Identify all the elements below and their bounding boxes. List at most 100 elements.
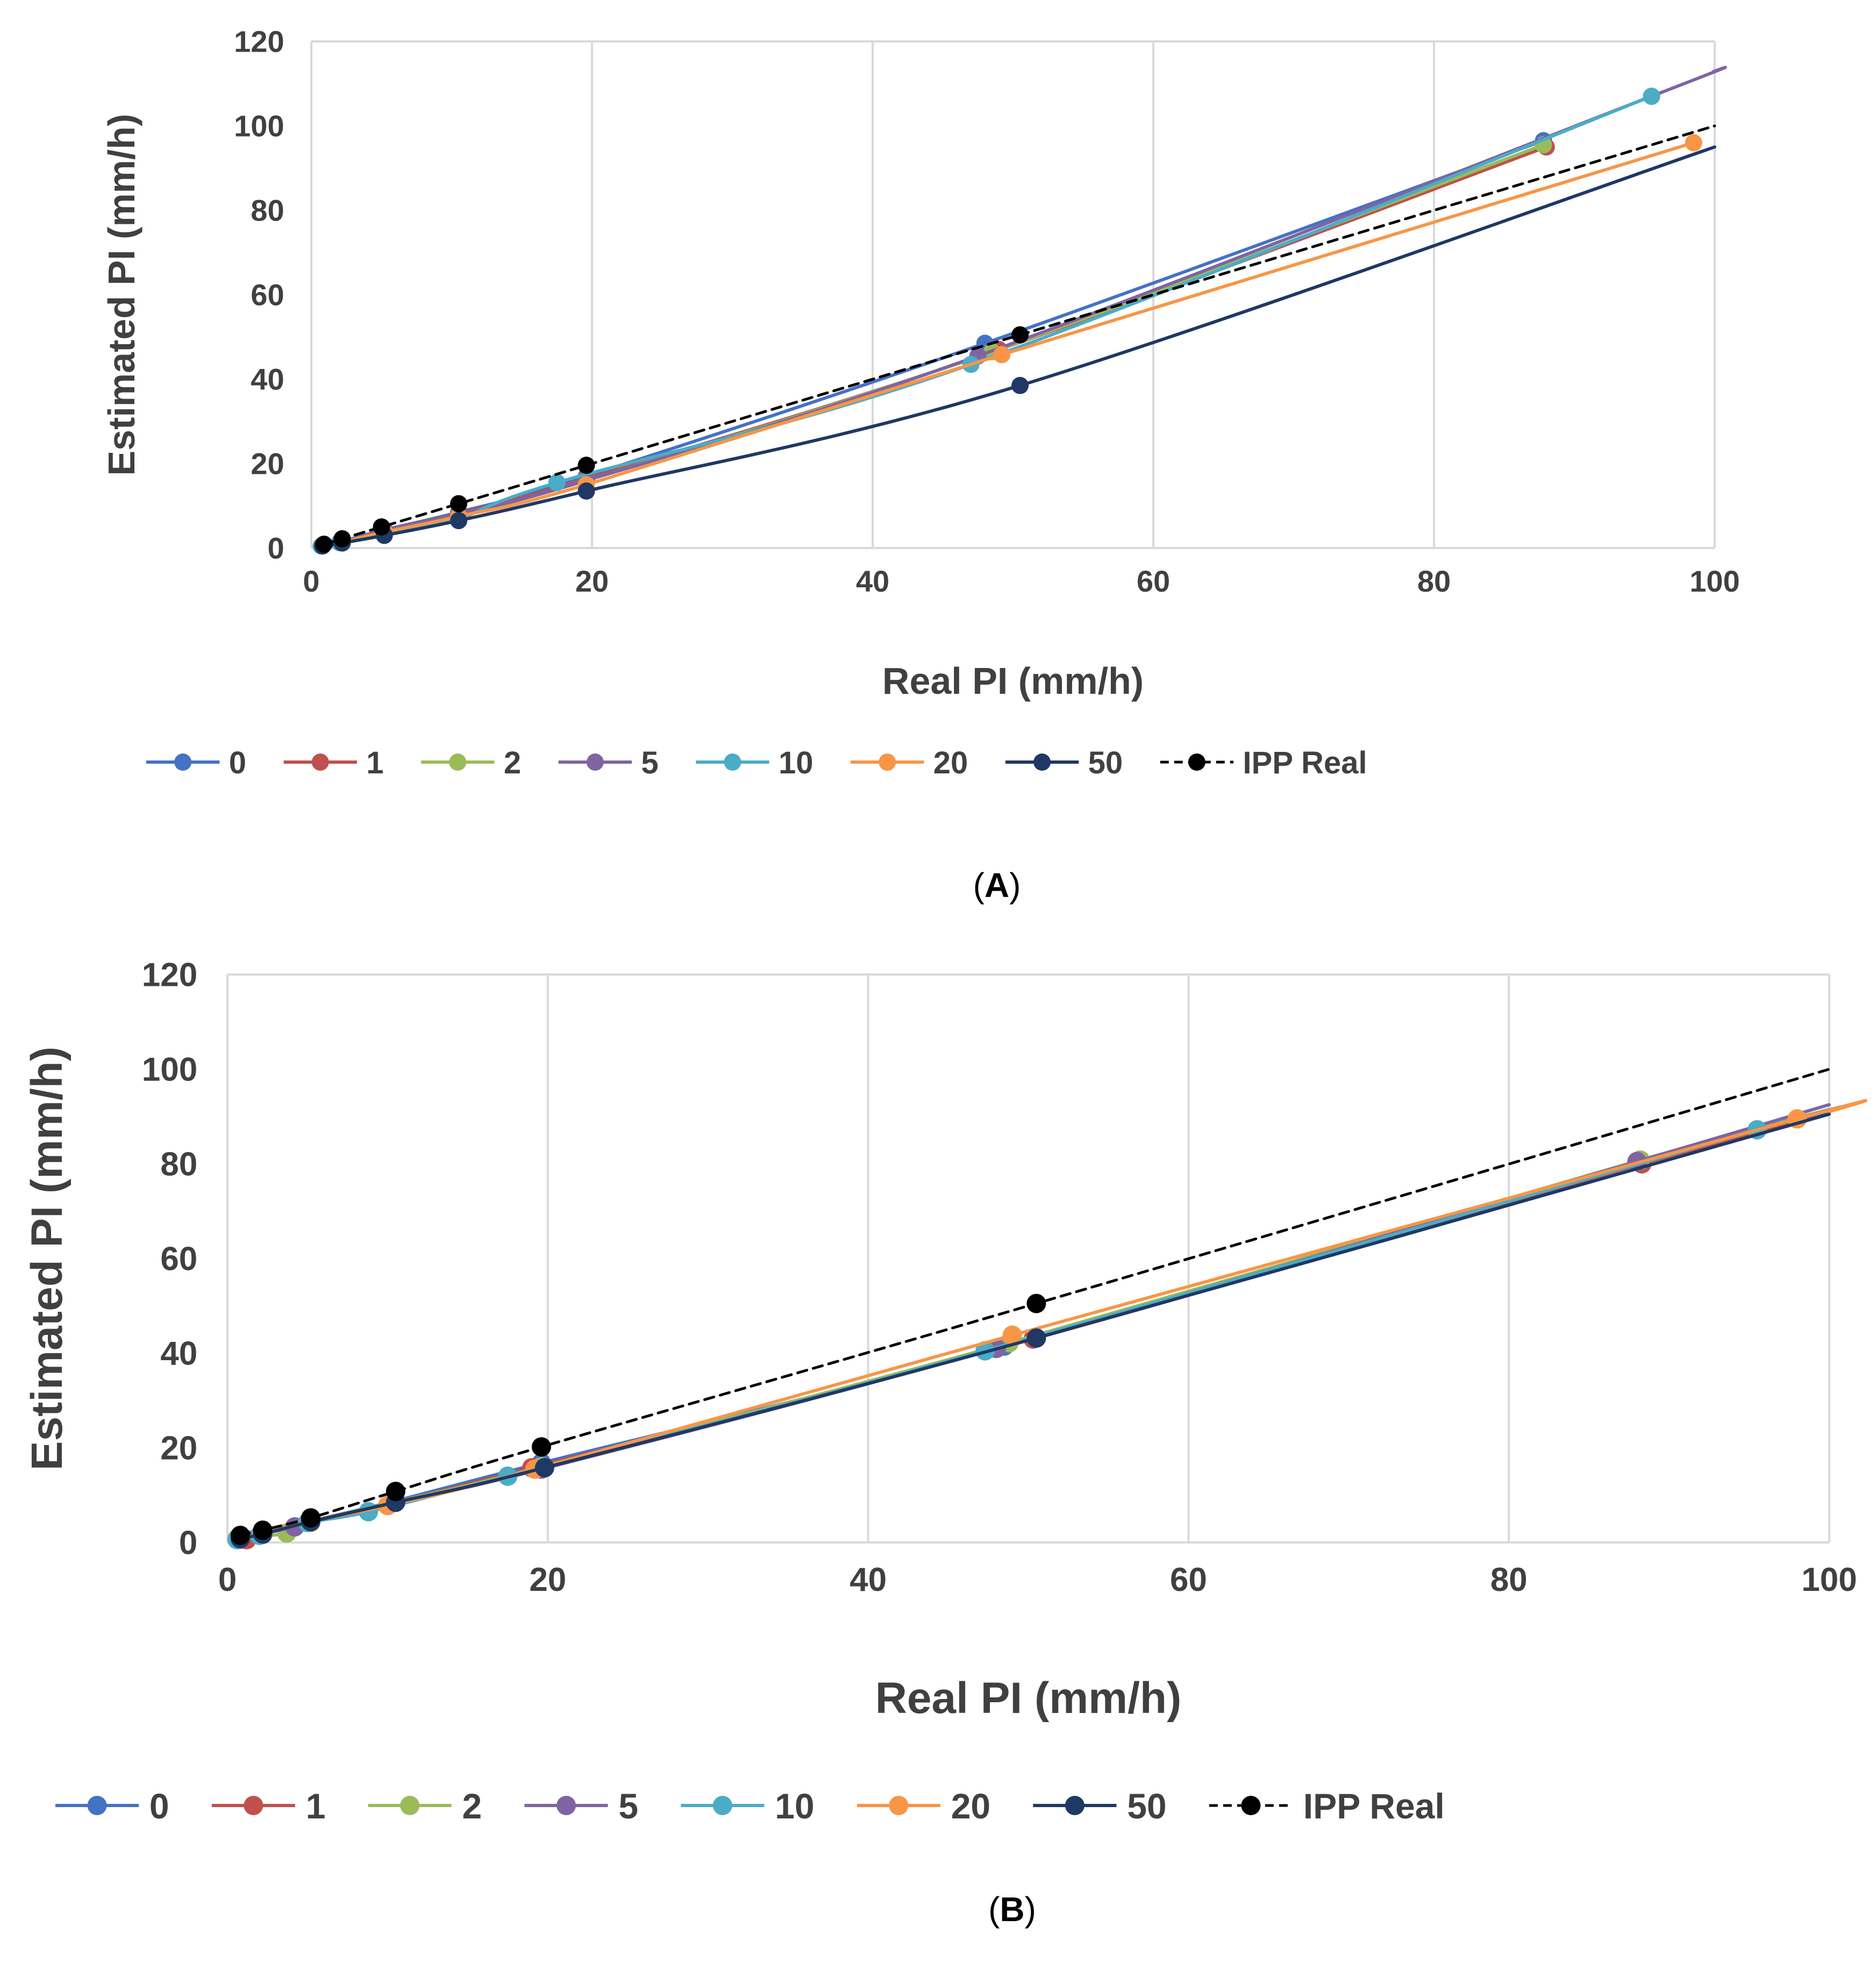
- data-point: [333, 530, 351, 548]
- legend-swatch-marker: [311, 753, 329, 771]
- y-tick-label: 40: [251, 362, 284, 396]
- x-axis-title: Real PI (mm/h): [875, 1674, 1182, 1723]
- legend-item: 50: [1033, 1786, 1167, 1826]
- legend-label: 1: [366, 745, 383, 780]
- data-point: [548, 474, 566, 492]
- x-tick-label: 60: [1137, 564, 1170, 598]
- legend-item: 10: [681, 1786, 815, 1826]
- legend-label: 10: [779, 745, 814, 780]
- legend-swatch-marker: [1033, 753, 1051, 771]
- legend-swatch-marker: [724, 753, 741, 771]
- y-tick-label: 120: [234, 25, 284, 59]
- data-point: [450, 511, 468, 529]
- y-tick-label: 0: [179, 1525, 197, 1562]
- x-tick-label: 0: [218, 1561, 237, 1598]
- grid: [226, 973, 1830, 1544]
- y-tick-label: 60: [251, 278, 284, 312]
- legend-label: 2: [504, 745, 521, 780]
- grid: [310, 40, 1716, 549]
- y-tick-label: 40: [160, 1335, 197, 1373]
- legend-item: 2: [421, 745, 521, 780]
- x-tick-label: 100: [1801, 1561, 1857, 1598]
- data-point: [1643, 88, 1660, 105]
- data-point: [1685, 134, 1702, 152]
- legend-swatch-marker: [879, 753, 896, 771]
- legend-swatch-marker: [400, 1796, 420, 1815]
- legend-swatch-marker: [1065, 1796, 1085, 1815]
- data-point: [1026, 1328, 1046, 1348]
- legend-swatch-marker: [244, 1796, 263, 1815]
- legend-swatch-marker: [1241, 1796, 1261, 1815]
- legend-item: 0: [146, 745, 246, 780]
- tick-labels: 0 20 40 60 80 100 0 20 40 60 80 100 120: [234, 25, 1740, 599]
- legend-label: 2: [462, 1786, 482, 1826]
- x-tick-label: 20: [575, 564, 609, 598]
- legend-item: 1: [211, 1786, 325, 1826]
- series-ipp-real: [315, 124, 1716, 553]
- data-point: [1011, 376, 1029, 394]
- legend-label: 20: [951, 1786, 990, 1826]
- legend: 0 1 2 5 10 20 50 IPP Real: [146, 745, 1367, 780]
- legend-item: 10: [696, 745, 813, 780]
- legend-label: 20: [933, 745, 968, 780]
- y-tick-label: 80: [251, 194, 284, 228]
- data-point: [253, 1520, 273, 1540]
- x-tick-label: 60: [1170, 1561, 1207, 1598]
- legend-item: 1: [283, 745, 384, 780]
- legend-label: IPP Real: [1243, 745, 1367, 780]
- y-tick-label: 60: [160, 1241, 197, 1278]
- legend-item: 20: [857, 1786, 990, 1826]
- series-line: [323, 124, 1716, 546]
- y-tick-label: 80: [160, 1146, 197, 1183]
- panel-label: (A): [973, 866, 1021, 905]
- legend-label: 5: [641, 745, 658, 780]
- legend-swatch-marker: [586, 753, 604, 771]
- data-point: [1026, 1293, 1046, 1313]
- series-line: [320, 143, 1545, 548]
- legend-label: 10: [775, 1786, 814, 1826]
- legend-label: 5: [618, 1786, 638, 1826]
- series-line: [238, 1099, 1867, 1540]
- data-point: [373, 518, 390, 536]
- data-point: [230, 1525, 250, 1545]
- y-tick-label: 20: [160, 1430, 197, 1467]
- legend-item: 20: [851, 745, 968, 780]
- y-axis-title: Estimated PI (mm/h): [23, 1047, 72, 1470]
- y-tick-label: 0: [267, 531, 284, 565]
- x-tick-label: 0: [303, 564, 319, 598]
- series-line: [238, 1103, 1831, 1540]
- series-10: [312, 88, 1660, 555]
- legend-item: 50: [1005, 745, 1123, 780]
- y-tick-label: 100: [142, 1051, 197, 1089]
- series-5: [313, 66, 1727, 555]
- data-point: [450, 495, 468, 513]
- data-point: [386, 1481, 405, 1501]
- data-point: [577, 457, 595, 474]
- legend-swatch-marker: [889, 1796, 909, 1815]
- legend-label: 0: [229, 745, 246, 780]
- x-axis-title: Real PI (mm/h): [882, 660, 1144, 702]
- legend-item: 2: [368, 1786, 482, 1826]
- series-line: [320, 139, 1545, 547]
- y-tick-label: 20: [251, 447, 284, 481]
- y-axis-title: Estimated PI (mm/h): [101, 114, 142, 476]
- series-ipp-real: [230, 1068, 1831, 1545]
- x-tick-label: 20: [529, 1561, 566, 1598]
- data-point: [531, 1437, 551, 1457]
- legend-label: 50: [1127, 1786, 1166, 1826]
- data-point: [534, 1458, 554, 1477]
- x-tick-label: 40: [856, 564, 889, 598]
- legend-item: 0: [55, 1786, 169, 1826]
- data-point: [1002, 1325, 1022, 1345]
- panel-label: (B): [988, 1890, 1036, 1929]
- series-line: [320, 66, 1727, 548]
- data-point: [577, 482, 595, 500]
- legend-item: IPP Real: [1160, 745, 1367, 780]
- legend-swatch-marker: [557, 1796, 576, 1815]
- x-tick-label: 40: [850, 1561, 887, 1598]
- legend-item: IPP Real: [1209, 1786, 1445, 1826]
- tick-labels: 0 20 40 60 80 100 0 20 40 60 80 100 120: [142, 957, 1857, 1598]
